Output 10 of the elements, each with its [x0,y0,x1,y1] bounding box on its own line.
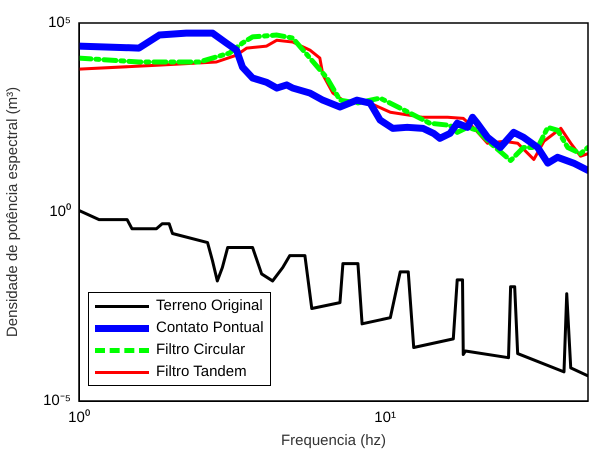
y-tick-label: 10⁵ [48,14,71,32]
legend-label: Filtro Tandem [156,362,247,382]
legend-label: Contato Pontual [156,318,264,338]
y-tick-label: 10⁰ [49,203,71,220]
y-axis-title: Densidade de potência espectral (m³) [4,86,22,338]
y-tick-label: 10⁻⁵ [43,392,71,410]
legend-label: Filtro Circular [156,340,246,360]
legend-label: Terreno Original [156,296,263,316]
x-axis-title: Frequencia (hz) [280,432,386,450]
x-tick-label: 10¹ [374,409,396,426]
